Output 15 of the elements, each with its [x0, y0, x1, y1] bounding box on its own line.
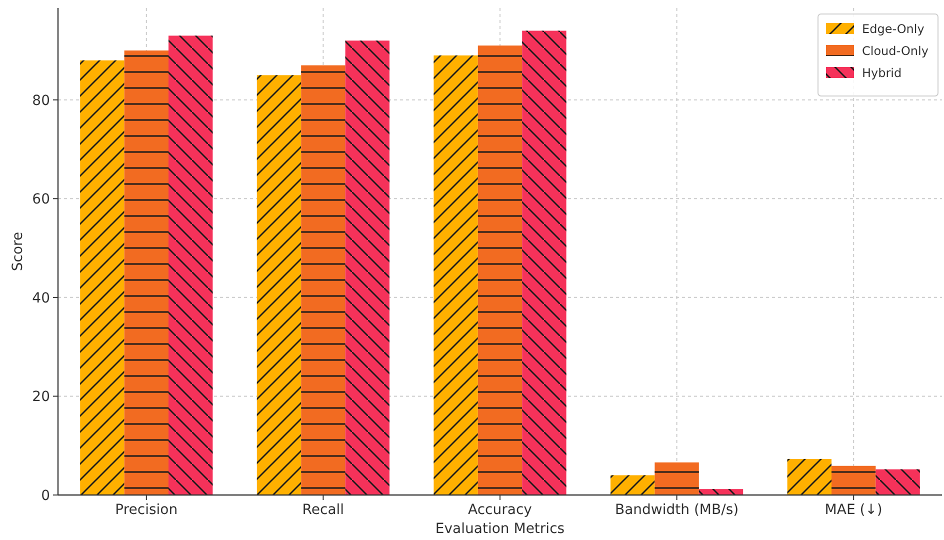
x-tick-label: Accuracy	[468, 502, 532, 518]
x-tick-label: Bandwidth (MB/s)	[614, 502, 739, 518]
legend-label: Cloud-Only	[862, 44, 928, 58]
y-axis-title: Score	[10, 232, 26, 272]
x-axis-title: Evaluation Metrics	[435, 521, 565, 537]
legend-label: Edge-Only	[862, 22, 924, 36]
y-tick-label: 40	[32, 290, 50, 306]
y-tick-label: 0	[41, 488, 50, 504]
x-tick-label: Recall	[302, 502, 344, 518]
legend-label: Hybrid	[862, 66, 902, 80]
x-tick-label: Precision	[115, 502, 178, 518]
y-tick-label: 60	[32, 192, 50, 208]
y-tick-label: 80	[32, 92, 50, 109]
y-tick-label: 20	[32, 389, 50, 406]
x-tick-label: MAE (↓)	[824, 502, 882, 518]
